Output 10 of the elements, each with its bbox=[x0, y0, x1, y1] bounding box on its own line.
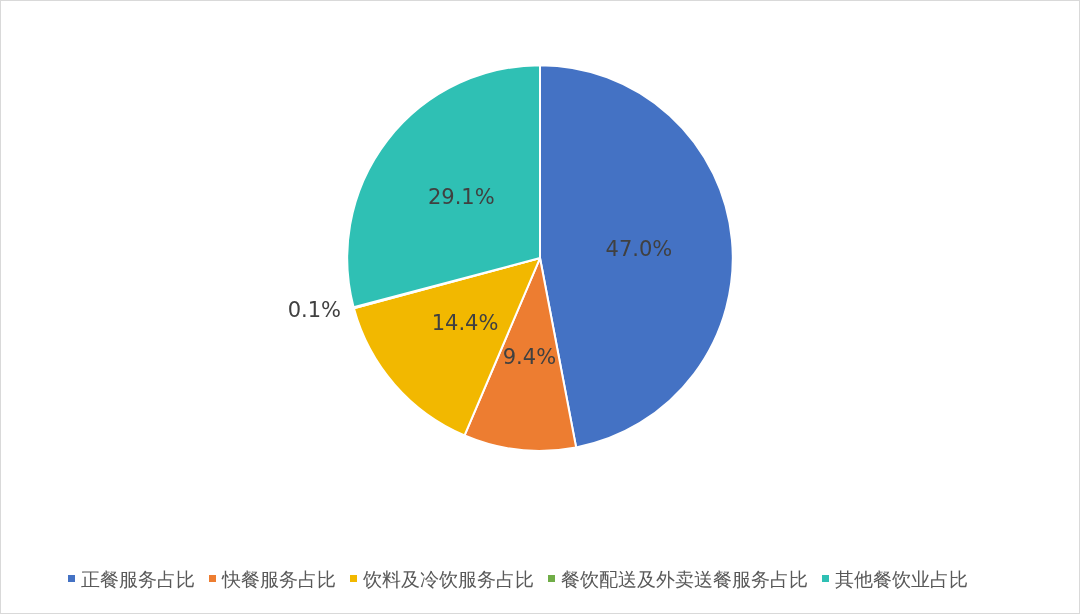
data-label: 47.0% bbox=[605, 236, 673, 261]
legend-label: 正餐服务占比 bbox=[81, 567, 195, 590]
data-label: 0.1% bbox=[287, 297, 342, 322]
data-label: 14.4% bbox=[431, 311, 499, 336]
legend-label: 饮料及冷饮服务占比 bbox=[362, 567, 534, 590]
legend-label: 餐饮配送及外卖送餐服务占比 bbox=[561, 567, 808, 590]
data-label: 9.4% bbox=[502, 344, 557, 369]
legend-label: 快餐服务占比 bbox=[221, 567, 336, 590]
data-label: 29.1% bbox=[427, 185, 495, 210]
legend-label: 其他餐饮业占比 bbox=[835, 567, 968, 590]
